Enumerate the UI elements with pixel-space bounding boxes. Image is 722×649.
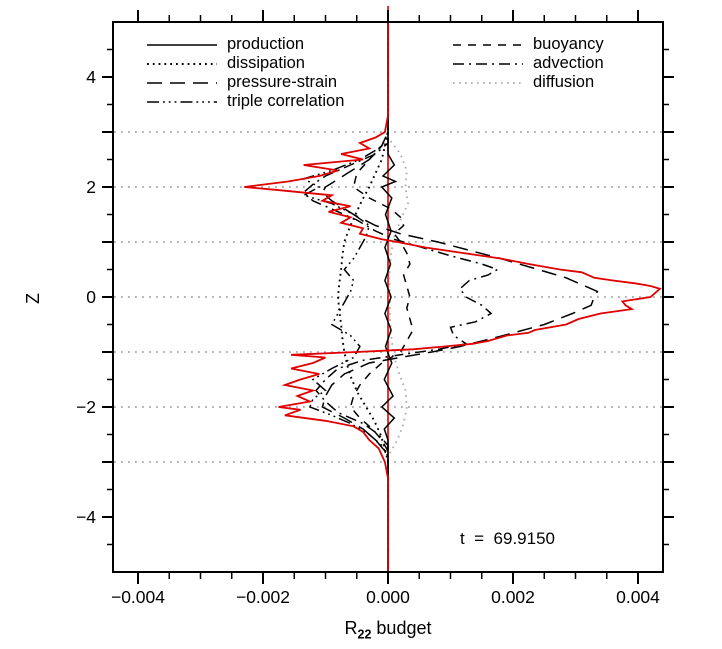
legend-label-buoyancy: buoyancy	[533, 35, 604, 53]
legend-item-buoyancy: buoyancy	[452, 35, 604, 54]
curve-buoyancy	[349, 22, 414, 572]
legend-item-triple-correlation: triple correlation	[146, 92, 344, 111]
dissipation-line-sample	[147, 62, 217, 65]
curve-triple-correlation	[301, 22, 389, 572]
legend-label-advection: advection	[533, 54, 604, 72]
x-axis-label-rest: budget	[371, 618, 432, 638]
x-tick-label: 0.002	[491, 587, 535, 607]
y-tick-label: 2	[86, 177, 96, 197]
legend-label-production: production	[227, 35, 305, 53]
legend-item-diffusion: diffusion	[452, 73, 604, 92]
advection-line-sample	[453, 62, 523, 65]
pressure-strain-line-sample	[147, 81, 217, 84]
y-tick-label: 4	[86, 67, 96, 87]
production-line-sample	[147, 43, 217, 46]
legend-item-production: production	[146, 35, 344, 54]
legend-item-dissipation: dissipation	[146, 54, 344, 73]
legend-label-pressure-strain: pressure-strain	[227, 73, 338, 91]
x-tick-label: −0.002	[236, 587, 290, 607]
legend-label-diffusion: diffusion	[533, 73, 595, 91]
curve-pressure-strain	[321, 22, 599, 572]
legend-left-column: production dissipation pressure-strain t…	[146, 35, 344, 111]
y-tick-label: −4	[76, 507, 96, 527]
legend-item-pressure-strain: pressure-strain	[146, 73, 344, 92]
x-axis-label: R22 budget	[288, 618, 488, 642]
x-tick-label: 0.004	[616, 587, 660, 607]
legend-label-dissipation: dissipation	[227, 54, 305, 72]
x-axis-label-subscript: 22	[357, 627, 372, 642]
y-tick-label: 0	[86, 287, 96, 307]
triple-correlation-line-sample	[147, 100, 217, 103]
time-annotation: t = 69.9150	[460, 529, 555, 548]
curve-dissipation	[337, 22, 389, 572]
x-tick-label: 0.000	[366, 587, 410, 607]
y-tick-label: −2	[76, 397, 96, 417]
x-axis-label-base: R	[344, 618, 358, 638]
legend-label-triple-correlation: triple correlation	[227, 92, 345, 110]
buoyancy-line-sample	[453, 43, 523, 46]
legend-item-advection: advection	[452, 54, 604, 73]
curve-production	[380, 22, 398, 572]
curve-net-balance-red-unlabeled-	[244, 22, 662, 572]
diffusion-line-sample	[453, 81, 523, 84]
x-tick-label: −0.004	[111, 587, 165, 607]
y-axis-label: Z	[23, 293, 43, 304]
curve-advection	[302, 22, 500, 572]
legend-right-column: buoyancy advection diffusion	[452, 35, 604, 92]
